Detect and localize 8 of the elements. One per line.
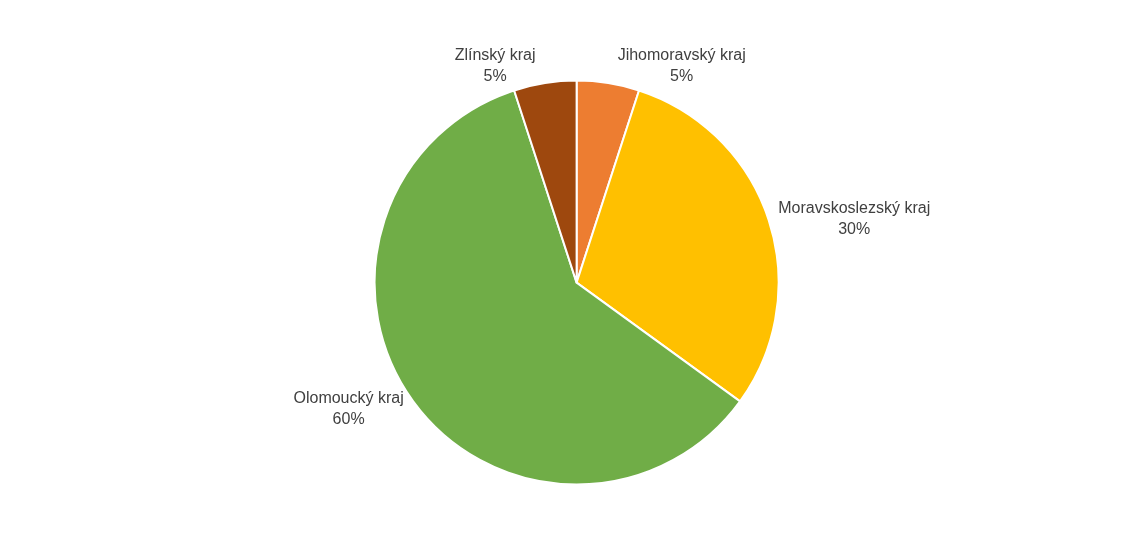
data-label: 60% bbox=[332, 409, 365, 427]
slice-label: Jihomoravský kraj bbox=[617, 45, 746, 63]
data-label: 5% bbox=[483, 66, 507, 84]
slice-label: Zlínský kraj bbox=[454, 45, 536, 63]
slice-label: Moravskoslezský kraj bbox=[778, 199, 931, 217]
data-label: 5% bbox=[670, 66, 694, 84]
slice-label: Olomoucký kraj bbox=[293, 388, 404, 406]
data-label: 30% bbox=[838, 220, 871, 238]
